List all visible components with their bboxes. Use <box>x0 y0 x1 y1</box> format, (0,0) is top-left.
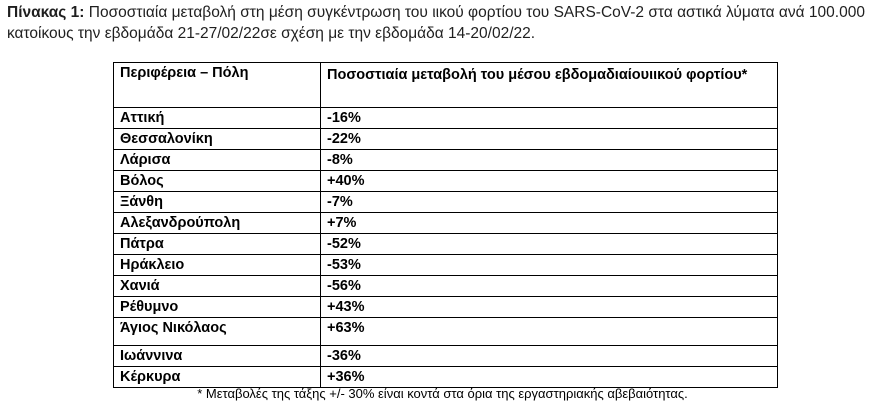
header-region: Περιφέρεια – Πόλη <box>113 62 321 108</box>
change-cell: -8% <box>320 149 778 171</box>
table-row: Ιωάννινα -36% <box>113 345 778 367</box>
region-cell: Αττική <box>113 107 321 129</box>
region-cell: Πάτρα <box>113 233 321 255</box>
table-row: Θεσσαλονίκη -22% <box>113 128 778 150</box>
table-row: Ηράκλειο -53% <box>113 254 778 276</box>
change-cell: -52% <box>320 233 778 255</box>
header-change: Ποσοστιαία μεταβολή του μέσου εβδομαδιαί… <box>320 62 778 108</box>
region-cell: Αλεξανδρούπολη <box>113 212 321 234</box>
change-cell: -36% <box>320 345 778 367</box>
region-cell: Ρέθυμνο <box>113 296 321 318</box>
change-cell: +43% <box>320 296 778 318</box>
region-cell: Ιωάννινα <box>113 345 321 367</box>
change-cell: +63% <box>320 317 778 346</box>
change-cell: -56% <box>320 275 778 297</box>
region-cell: Ξάνθη <box>113 191 321 213</box>
region-cell: Λάρισα <box>113 149 321 171</box>
region-cell: Θεσσαλονίκη <box>113 128 321 150</box>
region-cell: Κέρκυρα <box>113 366 321 388</box>
table-row: Αλεξανδρούπολη +7% <box>113 212 778 234</box>
table-row: Λάρισα -8% <box>113 149 778 171</box>
change-cell: -16% <box>320 107 778 129</box>
change-cell: -53% <box>320 254 778 276</box>
change-cell: -22% <box>320 128 778 150</box>
caption-label: Πίνακας 1: <box>7 4 85 21</box>
table-row: Βόλος +40% <box>113 170 778 192</box>
table-caption: Πίνακας 1: Ποσοστιαία μεταβολή στη μέση … <box>7 2 879 44</box>
region-cell: Βόλος <box>113 170 321 192</box>
caption-text: Ποσοστιαία μεταβολή στη μέση συγκέντρωση… <box>7 4 865 42</box>
table-row: Ρέθυμνο +43% <box>113 296 778 318</box>
table-header-row: Περιφέρεια – Πόλη Ποσοστιαία μεταβολή το… <box>113 62 778 108</box>
region-cell: Χανιά <box>113 275 321 297</box>
table-row: Άγιος Νικόλαος +63% <box>113 317 778 346</box>
table-row: Κέρκυρα +36% <box>113 366 778 388</box>
viral-load-table: Περιφέρεια – Πόλη Ποσοστιαία μεταβολή το… <box>113 62 778 388</box>
table-row: Αττική -16% <box>113 107 778 129</box>
region-cell: Ηράκλειο <box>113 254 321 276</box>
table-row: Πάτρα -52% <box>113 233 778 255</box>
footnote: * Μεταβολές της τάξης +/- 30% είναι κοντ… <box>197 386 688 401</box>
region-cell: Άγιος Νικόλαος <box>113 317 321 346</box>
table-row: Ξάνθη -7% <box>113 191 778 213</box>
change-cell: +7% <box>320 212 778 234</box>
change-cell: -7% <box>320 191 778 213</box>
change-cell: +40% <box>320 170 778 192</box>
change-cell: +36% <box>320 366 778 388</box>
table-row: Χανιά -56% <box>113 275 778 297</box>
